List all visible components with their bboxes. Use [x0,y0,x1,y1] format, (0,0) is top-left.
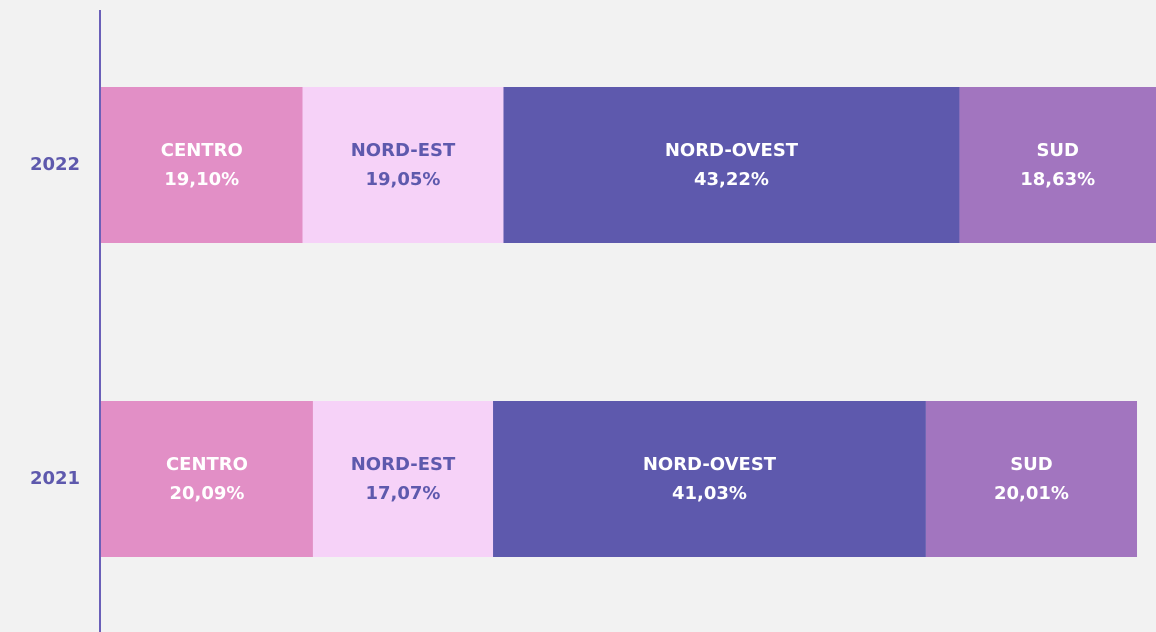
y-tick-label: 2022 [30,154,80,175]
data-label: 18,63% [1020,169,1095,190]
bar-segment [101,401,313,557]
bar-segment [493,401,926,557]
data-label: 43,22% [694,169,769,190]
data-label: 19,05% [366,169,441,190]
bar-segment [101,87,303,243]
bar-segment [959,87,1156,243]
segment-name: NORD-EST [351,140,456,161]
data-label: 20,09% [169,483,244,504]
data-label: 17,07% [366,483,441,504]
segment-name: NORD-EST [351,454,456,475]
data-label: 41,03% [672,483,747,504]
segment-name: SUD [1036,140,1079,161]
data-label: 20,01% [994,483,1069,504]
data-label: 19,10% [164,169,239,190]
y-tick-label: 2021 [30,468,80,489]
segment-name: CENTRO [166,454,248,475]
segment-name: NORD-OVEST [665,140,799,161]
bar-segment [302,87,504,243]
bar-segment [312,401,494,557]
bar-segment [503,87,960,243]
bar-segment [925,401,1138,557]
segment-name: NORD-OVEST [643,454,777,475]
segment-name: SUD [1010,454,1053,475]
segment-name: CENTRO [161,140,243,161]
